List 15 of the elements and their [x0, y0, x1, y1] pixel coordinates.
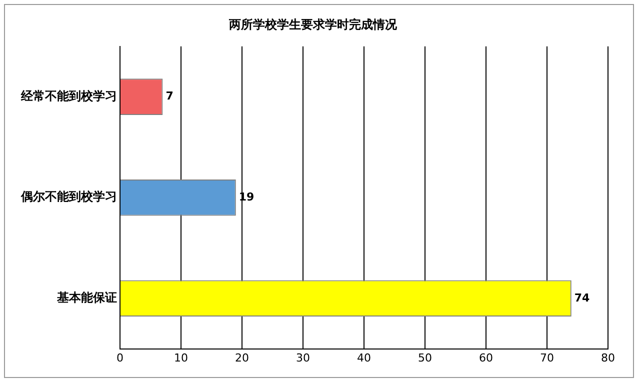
x-tick-label: 80: [601, 351, 615, 364]
y-tick-label: 基本能保证: [56, 290, 117, 305]
x-tick-label: 50: [418, 351, 432, 364]
x-tick-label: 70: [540, 351, 554, 364]
chart-title: 两所学校学生要求学时完成情况: [228, 17, 398, 32]
x-tick-label: 60: [479, 351, 493, 364]
y-tick-label: 经常不能到校学习: [20, 88, 117, 103]
x-tick-label: 10: [174, 351, 188, 364]
x-tick-label: 20: [235, 351, 249, 364]
x-tick-label: 0: [116, 351, 124, 364]
data-label: 74: [574, 291, 590, 304]
x-tick-label: 40: [357, 351, 371, 364]
y-tick-label: 偶尔不能到校学习: [20, 190, 117, 204]
data-label: 7: [166, 90, 174, 103]
x-tick-label: 30: [296, 351, 310, 364]
